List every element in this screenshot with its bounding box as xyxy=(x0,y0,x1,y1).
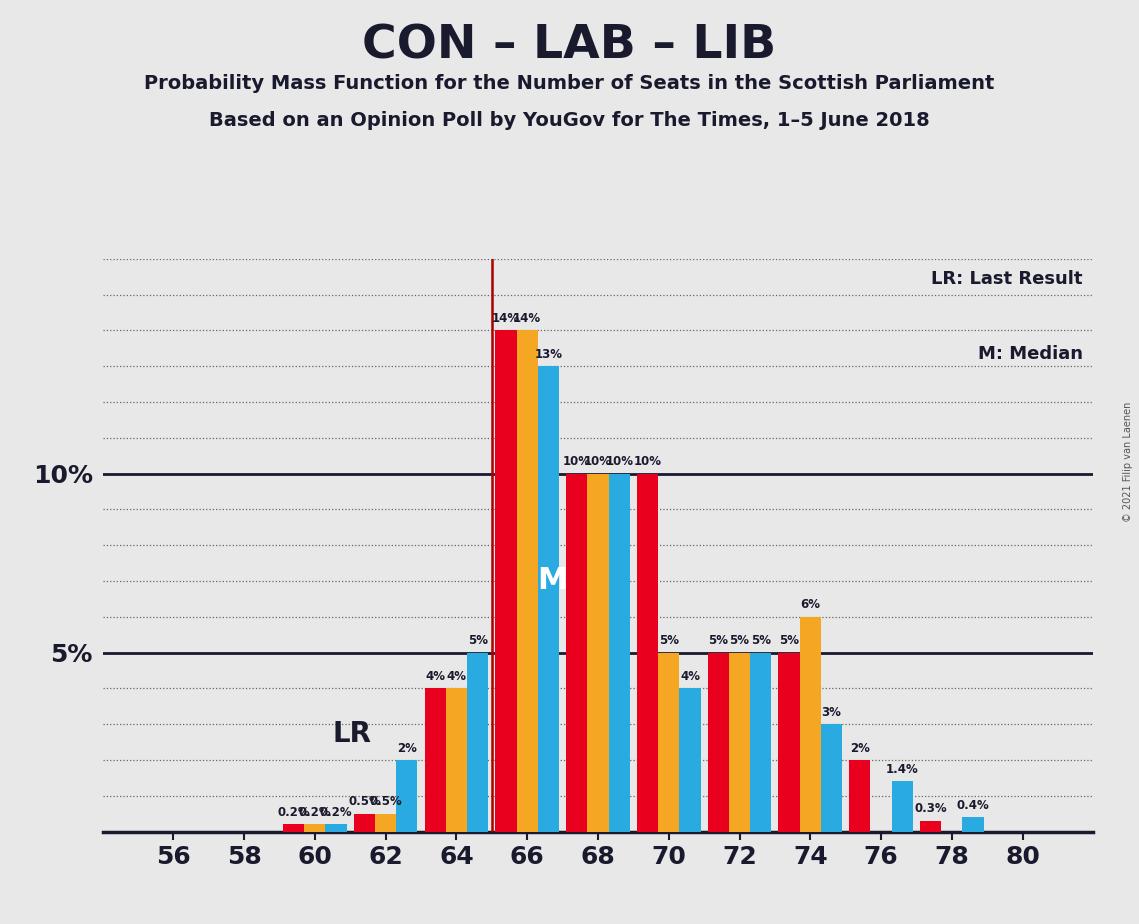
Text: 1.4%: 1.4% xyxy=(886,763,919,776)
Text: 0.5%: 0.5% xyxy=(349,796,380,808)
Text: 4%: 4% xyxy=(680,670,700,683)
Bar xyxy=(778,652,800,832)
Text: 13%: 13% xyxy=(534,347,563,360)
Bar xyxy=(326,824,346,832)
Bar xyxy=(538,366,559,832)
Bar xyxy=(467,652,489,832)
Text: 0.5%: 0.5% xyxy=(369,796,402,808)
Text: LR: Last Result: LR: Last Result xyxy=(932,270,1083,288)
Text: 5%: 5% xyxy=(468,634,487,647)
Text: 4%: 4% xyxy=(425,670,445,683)
Text: 0.3%: 0.3% xyxy=(915,802,947,816)
Bar xyxy=(304,824,326,832)
Bar xyxy=(821,724,842,832)
Bar xyxy=(608,473,630,832)
Text: Probability Mass Function for the Number of Seats in the Scottish Parliament: Probability Mass Function for the Number… xyxy=(145,74,994,93)
Text: 5%: 5% xyxy=(708,634,728,647)
Text: 0.2%: 0.2% xyxy=(320,806,352,819)
Bar xyxy=(517,331,538,832)
Text: 10%: 10% xyxy=(633,456,662,468)
Text: 14%: 14% xyxy=(492,312,521,325)
Bar xyxy=(658,652,679,832)
Bar xyxy=(850,760,870,832)
Bar xyxy=(445,688,467,832)
Text: 5%: 5% xyxy=(658,634,679,647)
Text: 6%: 6% xyxy=(801,599,820,612)
Bar xyxy=(751,652,771,832)
Text: 4%: 4% xyxy=(446,670,466,683)
Bar xyxy=(729,652,751,832)
Text: 0.4%: 0.4% xyxy=(957,799,990,812)
Bar xyxy=(425,688,445,832)
Bar xyxy=(707,652,729,832)
Text: 10%: 10% xyxy=(605,456,633,468)
Text: 14%: 14% xyxy=(514,312,541,325)
Text: 0.2%: 0.2% xyxy=(277,806,310,819)
Bar xyxy=(495,331,517,832)
Bar xyxy=(679,688,700,832)
Text: 5%: 5% xyxy=(779,634,800,647)
Text: 2%: 2% xyxy=(396,742,417,755)
Text: 10%: 10% xyxy=(584,456,612,468)
Bar xyxy=(282,824,304,832)
Bar xyxy=(637,473,658,832)
Text: 10%: 10% xyxy=(563,456,591,468)
Bar xyxy=(396,760,418,832)
Text: 2%: 2% xyxy=(850,742,870,755)
Text: 0.2%: 0.2% xyxy=(298,806,331,819)
Text: LR: LR xyxy=(333,720,371,748)
Text: M: M xyxy=(538,566,568,595)
Bar xyxy=(800,617,821,832)
Text: 5%: 5% xyxy=(730,634,749,647)
Text: Based on an Opinion Poll by YouGov for The Times, 1–5 June 2018: Based on an Opinion Poll by YouGov for T… xyxy=(210,111,929,130)
Bar xyxy=(566,473,588,832)
Bar xyxy=(354,814,375,832)
Bar xyxy=(920,821,941,832)
Text: M: Median: M: Median xyxy=(977,345,1083,362)
Bar xyxy=(892,782,913,832)
Text: © 2021 Filip van Laenen: © 2021 Filip van Laenen xyxy=(1123,402,1133,522)
Bar xyxy=(962,817,984,832)
Text: 5%: 5% xyxy=(751,634,771,647)
Bar xyxy=(588,473,608,832)
Bar xyxy=(375,814,396,832)
Text: 3%: 3% xyxy=(821,706,842,719)
Text: CON – LAB – LIB: CON – LAB – LIB xyxy=(362,23,777,68)
